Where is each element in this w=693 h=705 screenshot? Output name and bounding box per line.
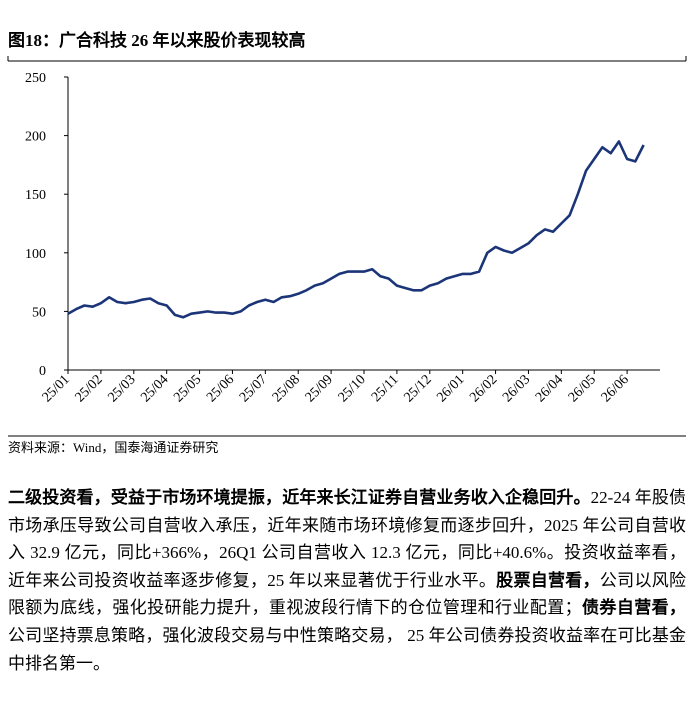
x-tick-label: 26/06: [599, 372, 632, 405]
paragraph: 二级投资看，受益于市场环境提振，近年来长江证券自营业务收入企稳回升。22-24 …: [8, 484, 686, 677]
bold-run: 二级投资看，受益于市场环境提振，近年来长江证券自营业务收入企稳回升。: [8, 488, 591, 507]
source: 资料来源：Wind，国泰海通证券研究: [8, 440, 218, 455]
x-tick-label: 26/05: [566, 372, 599, 405]
bold-run: 债券自营看，: [581, 598, 687, 618]
x-tick-label: 25/03: [105, 372, 138, 405]
text-run: 22-24 年股债市场承压导致公司自营收入承压，近年来随市场环境修复而逐步回升，…: [8, 488, 686, 590]
x-tick-label: 25/05: [171, 372, 204, 405]
figure-title: 图18：广合科技 26 年以来股价表现较高: [8, 30, 306, 50]
x-tick-label: 25/02: [73, 372, 106, 405]
text-run: 公司坚持票息策略，强化波段交易与中性策略交易， 25 年公司债券投资收益率在可比…: [8, 625, 686, 673]
y-tick-label: 0: [39, 364, 46, 379]
x-tick-label: 25/11: [369, 372, 402, 405]
x-tick-label: 26/02: [467, 372, 500, 405]
x-tick-label: 26/03: [500, 372, 533, 405]
y-tick-label: 150: [25, 188, 46, 203]
y-tick-label: 250: [25, 71, 46, 86]
chart: 图18：广合科技 26 年以来股价表现较高 资料来源：Wind，国泰海通证券研究…: [7, 30, 687, 455]
y-tick-label: 100: [25, 247, 46, 262]
x-tick-label: 25/09: [303, 372, 336, 405]
x-tick-label: 26/04: [533, 372, 566, 405]
x-tick-label: 25/06: [204, 372, 237, 405]
x-tick-label: 25/04: [138, 372, 171, 405]
x-tick-label: 25/08: [270, 372, 303, 405]
x-tick-label: 25/07: [237, 372, 270, 405]
x-tick-label: 25/12: [401, 372, 434, 405]
x-tick-label: 25/10: [336, 372, 369, 405]
y-tick-label: 200: [25, 130, 46, 145]
y-tick-label: 50: [32, 305, 46, 320]
text-run: 公司以风险限额为底线，强化投研能力提升，重视波段行情下的仓位管理和行业配置；: [8, 570, 687, 618]
x-tick-label: 26/01: [434, 372, 467, 405]
price-line: [67, 140, 645, 319]
bold-run: 股票自营看，: [496, 570, 600, 590]
